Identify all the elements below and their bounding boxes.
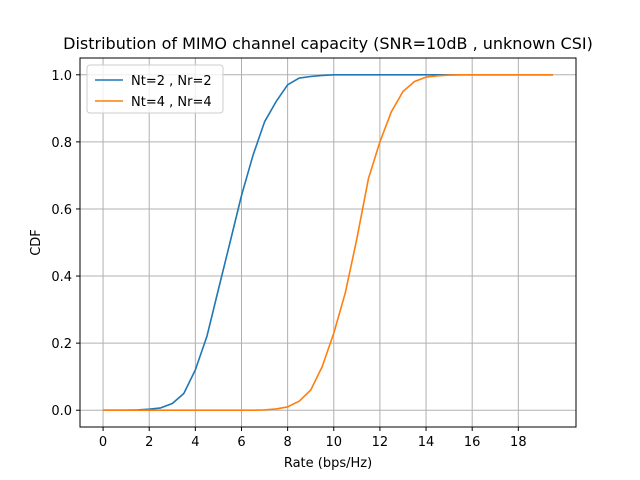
x-tick-label: 6	[237, 435, 245, 450]
x-tick-label: 14	[418, 435, 435, 450]
legend-label: Nt=4 , Nr=4	[131, 95, 212, 110]
x-axis-label: Rate (bps/Hz)	[284, 456, 372, 471]
chart-title: Distribution of MIMO channel capacity (S…	[63, 34, 593, 53]
x-tick-label: 0	[99, 435, 107, 450]
y-tick-label: 0.0	[51, 404, 72, 419]
y-tick-label: 0.8	[51, 136, 72, 151]
y-tick-label: 0.6	[51, 203, 72, 218]
x-tick-label: 2	[145, 435, 153, 450]
x-tick-label: 16	[464, 435, 481, 450]
y-tick-label: 0.2	[51, 337, 72, 352]
x-tick-label: 18	[510, 435, 527, 450]
x-tick-label: 10	[325, 435, 342, 450]
y-axis-label: CDF	[29, 229, 44, 256]
x-tick-label: 8	[283, 435, 291, 450]
y-tick-label: 1.0	[51, 69, 72, 84]
axis-ticks: 0 2 4 6 8 10 12 14 16 18 0.0 0.2 0.4 0.6 0.8 1.0	[51, 69, 526, 450]
x-tick-label: 4	[191, 435, 199, 450]
plot-area-frame	[79, 57, 577, 428]
y-tick-label: 0.4	[51, 270, 72, 285]
series-line-2	[103, 74, 553, 412]
legend-label: Nt=2 , Nr=2	[131, 74, 212, 89]
x-tick-label: 12	[372, 435, 389, 450]
legend: Nt=2 , Nr=2 Nt=4 , Nr=4	[86, 64, 224, 114]
series-lines	[103, 74, 553, 412]
grid	[80, 58, 576, 427]
